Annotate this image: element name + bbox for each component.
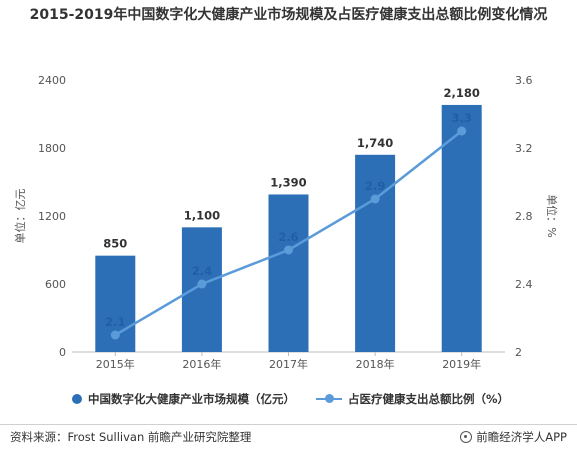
y-tick-label-1: 600: [45, 278, 66, 291]
legend-item-line: 占医疗健康支出总额比例（%）: [316, 391, 509, 407]
x-tick-label-2: 2017年: [269, 357, 308, 371]
x-tick-label-3: 2018年: [356, 357, 395, 371]
legend-line-label: 占医疗健康支出总额比例（%）: [348, 392, 510, 406]
source-note: 资料来源：Frost Sullivan 前瞻产业研究院整理: [10, 430, 252, 444]
y2-tick-label-1: 2.4: [515, 278, 533, 291]
y-tick-label-0: 0: [59, 346, 66, 359]
bar-label-3: 1,740: [357, 136, 393, 150]
line-point-1: [197, 279, 207, 289]
legend: 中国数字化大健康产业市场规模（亿元） 占医疗健康支出总额比例（%）: [0, 391, 577, 409]
line-point-label-1: 2.4: [192, 264, 212, 278]
y2-tick-label-0: 2: [515, 346, 522, 359]
bar-label-2: 1,390: [270, 175, 306, 189]
brand-logo-icon: [460, 431, 473, 443]
legend-bar-swatch-icon: [72, 394, 82, 404]
bar-1: [181, 227, 222, 352]
x-tick-label-1: 2016年: [182, 357, 221, 371]
line-point-label-3: 2.9: [365, 179, 385, 193]
bar-label-0: 850: [103, 237, 127, 251]
combo-chart: 0 600 1200 1800 2400 2 2.4 2.8 3.2 3.6 2015年 2016年 2…: [13, 74, 559, 371]
y2-tick-label-3: 3.2: [515, 142, 533, 155]
y-tick-label-2: 1200: [38, 210, 66, 223]
bar-label-4: 2,180: [444, 86, 480, 100]
axes: 0 600 1200 1800 2400 2 2.4 2.8 3.2 3.6 2015年 2016年 2…: [13, 74, 559, 371]
y2-axis-title: 单位：%: [545, 194, 559, 237]
brand-name: 前瞻经济学人APP: [476, 430, 567, 444]
legend-bar-label: 中国数字化大健康产业市场规模（亿元）: [88, 392, 295, 406]
brand: 前瞻经济学人APP: [460, 429, 567, 445]
y2-tick-label-2: 2.8: [515, 210, 533, 223]
line-point-3: [370, 194, 380, 204]
x-tick-label-0: 2015年: [96, 357, 135, 371]
legend-item-bar: 中国数字化大健康产业市场规模（亿元）: [72, 391, 295, 407]
bar-4: [441, 104, 482, 352]
y-axis-title: 单位：亿元: [13, 189, 27, 244]
line-series: 2.1 2.4 2.6 2.9 3.3: [105, 111, 472, 340]
footer: 资料来源：Frost Sullivan 前瞻产业研究院整理 前瞻经济学人APP: [0, 424, 577, 447]
line-point-label-4: 3.3: [452, 111, 472, 125]
y-tick-label-3: 1800: [38, 142, 66, 155]
line-point-0: [110, 330, 120, 340]
x-tick-label-4: 2019年: [442, 357, 481, 371]
bar-label-1: 1,100: [184, 208, 220, 222]
legend-line-swatch-icon: [316, 394, 342, 404]
line-point-2: [284, 245, 293, 255]
y-tick-label-4: 2400: [38, 74, 66, 87]
line-point-label-0: 2.1: [105, 315, 125, 329]
line-point-4: [457, 126, 467, 136]
bar-2: [268, 194, 309, 352]
y2-tick-label-4: 3.6: [515, 74, 533, 87]
line-point-label-2: 2.6: [278, 230, 298, 244]
chart-title: 2015-2019年中国数字化大健康产业市场规模及占医疗健康支出总额比例变化情况: [29, 7, 548, 23]
